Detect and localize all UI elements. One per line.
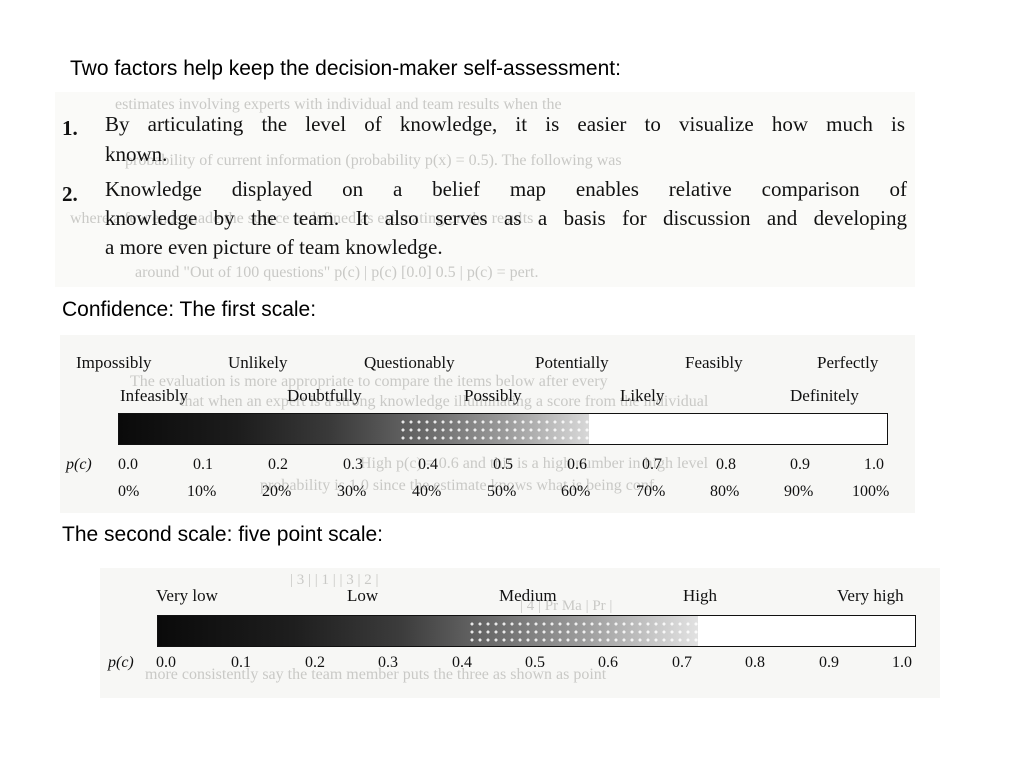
prob-tick: 0.2 — [268, 456, 288, 473]
axis-label-pc-2: p(c) — [108, 654, 134, 671]
label-feasibly: Feasibly — [685, 353, 743, 372]
label-perfectly: Perfectly — [817, 353, 879, 372]
factor-1-line-1: By articulating the level of knowledge, … — [105, 112, 905, 136]
prob-tick: 0.0 — [118, 456, 138, 473]
first-scale-scan: The evaluation is more appropriate to co… — [60, 335, 915, 513]
label-high: High — [683, 586, 717, 605]
prob-tick: 1.0 — [892, 654, 912, 671]
prob-tick: 0.0 — [156, 654, 176, 671]
label-questionably: Questionably — [364, 353, 455, 372]
factor-1-number: 1. — [62, 116, 78, 140]
prob-tick: 0.9 — [790, 456, 810, 473]
label-potentially: Potentially — [535, 353, 609, 372]
label-infeasibly: Infeasibly — [120, 386, 188, 405]
percent-tick: 20% — [262, 483, 292, 500]
prob-tick: 0.8 — [745, 654, 765, 671]
label-very-high: Very high — [837, 586, 904, 605]
prob-tick: 0.9 — [819, 654, 839, 671]
factor-2-number: 2. — [62, 182, 78, 206]
factor-2-line-2: knowledge by the team. It also serves as… — [105, 206, 907, 230]
prob-tick: 0.3 — [343, 456, 363, 473]
prob-tick: 0.5 — [525, 654, 545, 671]
percent-tick: 30% — [337, 483, 367, 500]
prob-tick: 1.0 — [864, 456, 884, 473]
axis-label-pc-1: p(c) — [66, 456, 92, 473]
intro-heading: Two factors help keep the decision-maker… — [70, 57, 621, 80]
label-possibly: Possibly — [464, 386, 522, 405]
prob-tick: 0.3 — [378, 654, 398, 671]
label-very-low: Very low — [156, 586, 218, 605]
prob-tick: 0.1 — [193, 456, 213, 473]
prob-tick: 0.1 — [231, 654, 251, 671]
second-scale-scan: | 3 | | 1 | | 3 | 2 | | 4 | Pr Ma | Pr |… — [100, 568, 940, 698]
factor-2-line-1: Knowledge displayed on a belief map enab… — [105, 177, 907, 201]
confidence-bar-2 — [157, 615, 916, 647]
confidence-bar-1 — [118, 413, 888, 445]
label-likely: Likely — [620, 386, 665, 405]
prob-tick: 0.2 — [305, 654, 325, 671]
percent-tick: 10% — [187, 483, 217, 500]
label-unlikely: Unlikely — [228, 353, 288, 372]
prob-tick: 0.4 — [452, 654, 472, 671]
percent-tick: 90% — [784, 483, 814, 500]
percent-tick: 100% — [852, 483, 890, 500]
prob-tick: 0.4 — [418, 456, 438, 473]
percent-tick: 50% — [487, 483, 517, 500]
label-impossibly: Impossibly — [76, 353, 152, 372]
first-scale-heading: Confidence: The first scale: — [62, 298, 317, 321]
percent-tick: 40% — [412, 483, 442, 500]
prob-tick: 0.6 — [598, 654, 618, 671]
prob-tick: 0.7 — [642, 456, 662, 473]
percent-tick: 0% — [118, 483, 140, 500]
percent-tick: 80% — [710, 483, 740, 500]
percent-tick: 70% — [636, 483, 666, 500]
factors-scan: estimates involving experts with individ… — [55, 92, 915, 287]
prob-tick: 0.7 — [672, 654, 692, 671]
label-low: Low — [347, 586, 379, 605]
second-scale-heading: The second scale: five point scale: — [62, 523, 384, 546]
label-doubtfully: Doubtfully — [287, 386, 362, 405]
prob-tick: 0.5 — [493, 456, 513, 473]
factor-2-line-3: a more even picture of team knowledge. — [105, 235, 443, 259]
percent-tick: 60% — [561, 483, 591, 500]
prob-tick: 0.6 — [567, 456, 587, 473]
label-medium: Medium — [499, 586, 557, 605]
label-definitely: Definitely — [790, 386, 859, 405]
factor-1-line-2: known. — [105, 142, 168, 166]
prob-tick: 0.8 — [716, 456, 736, 473]
